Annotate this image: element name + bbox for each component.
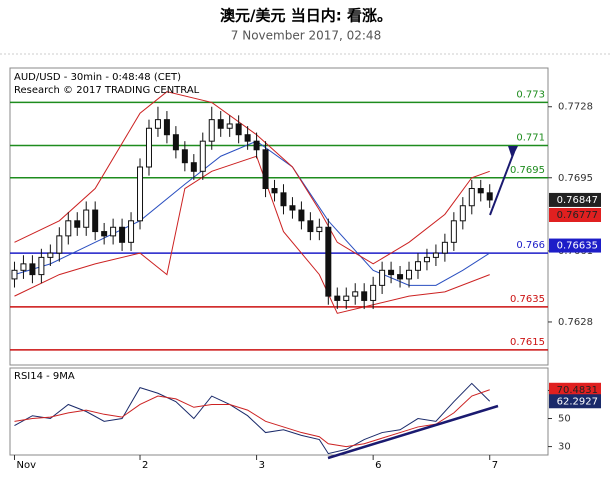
candle-body xyxy=(388,269,395,276)
candle-body xyxy=(235,123,242,136)
y-tick-label: 30 xyxy=(558,442,571,453)
y-tick-label: 50 xyxy=(558,414,571,425)
candle-body xyxy=(423,256,430,263)
price-tag-label: 0.76847 xyxy=(557,195,598,206)
y-tick-label: 0.7628 xyxy=(558,317,593,328)
candle-body xyxy=(441,241,448,254)
candle-body xyxy=(432,252,439,258)
candle-body xyxy=(217,119,224,129)
candle-body xyxy=(163,119,170,136)
level-label: 0.773 xyxy=(516,89,545,100)
candle-body xyxy=(352,291,359,297)
candle-body xyxy=(262,149,269,190)
candle-body xyxy=(154,119,161,129)
candle-body xyxy=(181,149,188,164)
title: 澳元/美元 当日内: 看涨。 xyxy=(220,7,392,25)
candle-body xyxy=(298,209,305,222)
x-tick-label: 7 xyxy=(492,460,498,471)
rsi-line xyxy=(14,382,491,455)
candle-body xyxy=(137,166,144,222)
candle-body xyxy=(47,252,54,258)
candle-body xyxy=(208,119,215,142)
candle-body xyxy=(74,220,81,228)
candle-body xyxy=(56,235,63,254)
candle-body xyxy=(65,220,72,237)
level-label: 0.766 xyxy=(516,240,545,251)
candle-body xyxy=(468,188,475,207)
level-label: 0.7635 xyxy=(510,294,545,305)
level-label: 0.7695 xyxy=(510,165,545,176)
y-tick-label: 0.7695 xyxy=(558,173,593,184)
candle-body xyxy=(334,295,341,301)
price-tag xyxy=(549,192,601,207)
price-tag-label: 0.76635 xyxy=(557,241,598,252)
candle-body xyxy=(110,226,117,237)
candle-body xyxy=(38,256,45,276)
price-tag-label: 0.76777 xyxy=(557,210,598,221)
chart-subtitle: Research © 2017 TRADING CENTRAL xyxy=(14,85,200,96)
candle-body xyxy=(101,231,108,237)
level-label: 0.7615 xyxy=(510,337,545,348)
candle-body xyxy=(343,295,350,301)
candle-body xyxy=(459,205,466,222)
x-tick-label: 6 xyxy=(375,460,381,471)
candle-body xyxy=(361,291,368,301)
chart-title: AUD/USD - 30min - 0:48:48 (CET) xyxy=(14,72,181,83)
indicator-line xyxy=(14,91,490,265)
price-tag xyxy=(549,394,601,409)
candle-body xyxy=(20,263,27,271)
candle-body xyxy=(325,226,332,297)
candle-body xyxy=(226,123,233,129)
candle-body xyxy=(370,284,377,301)
candle-body xyxy=(253,140,260,151)
price-tag xyxy=(549,207,601,222)
candle-body xyxy=(414,261,421,271)
x-tick-label: Nov xyxy=(16,460,36,471)
candle-body xyxy=(271,188,278,194)
candle-body xyxy=(199,140,206,172)
candle-body xyxy=(92,209,99,233)
indicator-line xyxy=(14,140,490,286)
y-tick-label: 0.7728 xyxy=(558,102,593,113)
level-label: 0.771 xyxy=(516,132,545,143)
x-tick-label: 3 xyxy=(259,460,265,471)
candle-body xyxy=(128,220,135,243)
candle-body xyxy=(289,205,296,211)
candle-body xyxy=(307,220,314,233)
rsi-panel xyxy=(9,367,549,456)
subtitle: 7 November 2017, 02:48 xyxy=(231,29,381,43)
rsi-trendline xyxy=(327,404,499,460)
rsi-title: RSI14 - 9MA xyxy=(14,371,75,382)
candle-body xyxy=(450,220,457,243)
candle-body xyxy=(172,134,179,151)
price-panel xyxy=(9,67,549,366)
candle-body xyxy=(379,269,386,286)
price-tag-label: 70.4831 xyxy=(557,385,598,396)
candle-body xyxy=(486,192,493,201)
candle-body xyxy=(244,134,251,142)
candle-body xyxy=(397,274,404,280)
price-tag xyxy=(549,238,601,253)
candle-body xyxy=(145,127,152,168)
price-tag-label: 62.2927 xyxy=(557,396,598,407)
candle-body xyxy=(29,263,36,276)
arrow-head xyxy=(508,146,518,158)
candle-body xyxy=(406,269,413,280)
candle-body xyxy=(83,209,90,228)
x-tick-label: 2 xyxy=(142,460,148,471)
candle-body xyxy=(190,162,197,172)
candle-body xyxy=(477,188,484,194)
forecast-arrow xyxy=(489,151,515,216)
candle-body xyxy=(119,226,126,243)
candle-body xyxy=(316,226,323,233)
rsi-line xyxy=(14,389,490,448)
price-tag xyxy=(549,382,601,397)
candle-body xyxy=(280,192,287,207)
candle-body xyxy=(11,269,18,280)
